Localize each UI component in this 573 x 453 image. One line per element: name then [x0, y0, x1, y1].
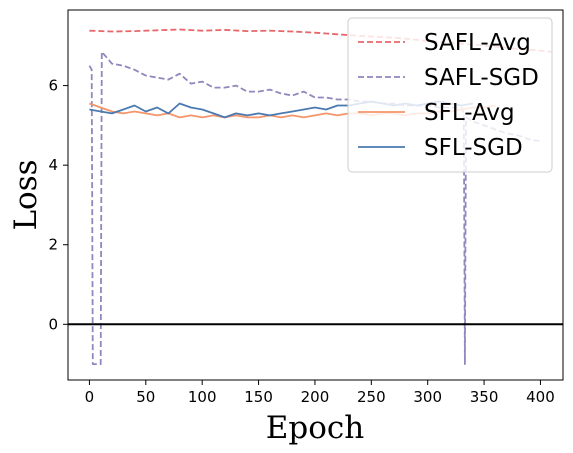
- legend-entries: SAFL-Avg SAFL-SGD SFL-Avg SFL-SGD: [358, 30, 539, 161]
- x-tick-label: 100: [188, 388, 217, 406]
- plot-frame: [67, 9, 564, 381]
- legend: SAFL-Avg SAFL-SGD SFL-Avg SFL-SGD: [347, 17, 553, 173]
- x-tick-label: 400: [526, 388, 555, 406]
- y-axis-label: Loss: [8, 159, 44, 230]
- x-tick-label: 300: [413, 388, 442, 406]
- legend-label-safl-avg: SAFL-Avg: [424, 30, 531, 56]
- y-tick-label: 2: [48, 236, 58, 254]
- x-tick-label: 350: [470, 388, 499, 406]
- legend-box: [347, 17, 553, 173]
- x-tick-label: 50: [136, 388, 155, 406]
- legend-label-sfl-sgd: SFL-SGD: [424, 135, 523, 161]
- y-tick-label: 4: [48, 156, 58, 174]
- x-tick-label: 250: [357, 388, 386, 406]
- y-tick-label: 0: [48, 315, 58, 333]
- y-tick-label: 6: [48, 77, 58, 95]
- y-axis-ticks: 0 2 4 6: [48, 77, 68, 333]
- series-line-safl-avg: [89, 28, 552, 53]
- series-line-safl-sgd: [88, 50, 541, 365]
- x-tick-label: 150: [244, 388, 273, 406]
- x-axis-label: Epoch: [266, 410, 364, 446]
- legend-label-sfl-avg: SFL-Avg: [424, 100, 515, 126]
- legend-label-safl-sgd: SAFL-SGD: [424, 65, 539, 91]
- x-tick-label: 0: [85, 388, 95, 406]
- x-axis-ticks: 0 50 100 150 200 250 300 350 400: [85, 380, 555, 406]
- x-tick-label: 200: [301, 388, 330, 406]
